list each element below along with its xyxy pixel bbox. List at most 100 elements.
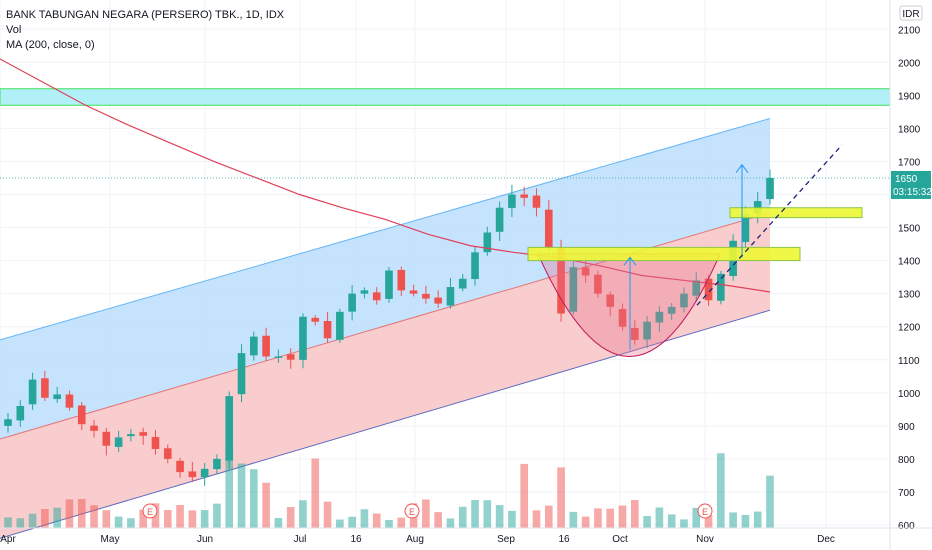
candle-body — [249, 336, 258, 356]
time-axis[interactable]: Apr May Jun Jul 16 Aug Sep 16 Oct Nov Dec — [0, 527, 932, 545]
volume-bar — [458, 506, 467, 528]
volume-bar — [249, 469, 258, 528]
candle-body — [495, 207, 504, 232]
candle-body — [102, 431, 111, 446]
volume-bar — [262, 482, 270, 528]
candle-body — [766, 177, 774, 200]
price-tick-label: 1100 — [898, 356, 920, 367]
candle-body — [139, 432, 148, 436]
price-tick-label: 800 — [898, 455, 915, 466]
earnings-marker-label: E — [147, 507, 153, 517]
volume-bar — [618, 505, 627, 528]
volume-bar — [323, 501, 332, 528]
volume-bar — [753, 511, 762, 528]
volume-bar — [630, 500, 639, 528]
price-axis[interactable]: 6007008009001000110012001300140015001600… — [889, 0, 932, 550]
volume-bar — [188, 510, 197, 528]
volume-bar — [200, 510, 209, 528]
ma-indicator-label[interactable]: MA (200, close, 0) — [6, 39, 95, 51]
time-tick-label: Jul — [294, 534, 307, 545]
time-tick-label: Aug — [406, 534, 424, 545]
volume-bar — [557, 467, 565, 528]
volume-bar — [77, 498, 86, 528]
price-tick-label: 1200 — [898, 323, 921, 334]
volume-bar — [213, 503, 221, 528]
volume-bar — [102, 510, 111, 528]
time-tick-label: 16 — [350, 534, 362, 545]
projection-trendline — [696, 144, 843, 306]
candle-body — [163, 448, 172, 459]
volume-bar — [422, 499, 430, 528]
symbol-title[interactable]: BANK TABUNGAN NEGARA (PERSERO) TBK., 1D,… — [6, 9, 285, 21]
candle-body — [630, 327, 639, 340]
candle-body — [581, 267, 590, 276]
candle-body — [397, 269, 406, 291]
volume-bars — [4, 449, 774, 528]
earnings-marker-label: E — [409, 507, 415, 517]
time-tick-label: Dec — [817, 534, 835, 545]
volume-bar — [90, 505, 98, 528]
earnings-marker-icon — [142, 503, 158, 519]
candle-body — [434, 297, 442, 304]
candle-body — [65, 394, 74, 408]
volume-bar — [606, 508, 615, 528]
candle-body — [28, 379, 37, 405]
price-tick-label: 1700 — [898, 157, 921, 168]
candle-body — [213, 458, 221, 470]
volume-bar — [372, 513, 381, 528]
volume-bar — [581, 516, 590, 528]
candle-body — [741, 214, 750, 243]
volume-bar — [16, 518, 25, 528]
volume-bar — [274, 518, 283, 528]
price-tick-label: 1400 — [898, 257, 921, 268]
volume-bar — [41, 509, 49, 528]
price-tick-label: 1500 — [898, 224, 921, 235]
bar-countdown: 03:15:32 — [893, 187, 932, 198]
breakout-zone — [527, 246, 801, 262]
price-tick-label: 600 — [898, 521, 915, 532]
volume-indicator-label[interactable]: Vol — [6, 24, 22, 36]
candle-body — [409, 290, 418, 294]
volume-bar — [667, 514, 676, 528]
candle-body — [41, 378, 49, 398]
volume-bar — [286, 507, 295, 528]
cup-pattern — [537, 253, 721, 357]
price-tick-label: 1800 — [898, 124, 921, 135]
volume-bar — [336, 519, 344, 528]
earnings-marker-label: E — [702, 507, 708, 517]
volume-bar — [655, 507, 664, 528]
volume-bar — [495, 505, 504, 528]
chart-legend: BANK TABUNGAN NEGARA (PERSERO) TBK., 1D,… — [6, 8, 284, 53]
candle-body — [655, 311, 664, 323]
volume-bar — [4, 517, 12, 528]
candle-body — [508, 194, 516, 208]
candle-body — [680, 293, 688, 308]
volume-bar — [741, 514, 750, 528]
currency-label: IDR — [902, 9, 919, 20]
candle-body — [667, 306, 676, 314]
volume-bar — [127, 518, 135, 528]
target-arrow-head — [735, 163, 749, 174]
volume-bar — [729, 512, 737, 528]
cup-depth-arrow-head — [623, 256, 637, 266]
time-tick-label: 16 — [558, 534, 570, 545]
time-tick-label: Jun — [197, 534, 213, 545]
volume-bar — [225, 449, 234, 528]
volume-bar — [483, 500, 492, 528]
volume-bar — [569, 511, 578, 528]
volume-bar — [717, 453, 725, 528]
candle-body — [90, 425, 98, 431]
volume-bar — [508, 510, 516, 528]
volume-bar — [114, 516, 123, 528]
candle-body — [594, 274, 602, 294]
volume-bar — [53, 507, 61, 528]
channel-upper-band — [0, 118, 770, 440]
candle-body — [483, 232, 492, 253]
volume-bar — [520, 463, 529, 528]
volume-bar — [704, 515, 713, 528]
candle-body — [114, 437, 123, 447]
candle-body — [471, 252, 479, 280]
volume-bar — [766, 475, 774, 528]
candle-body — [532, 195, 541, 208]
